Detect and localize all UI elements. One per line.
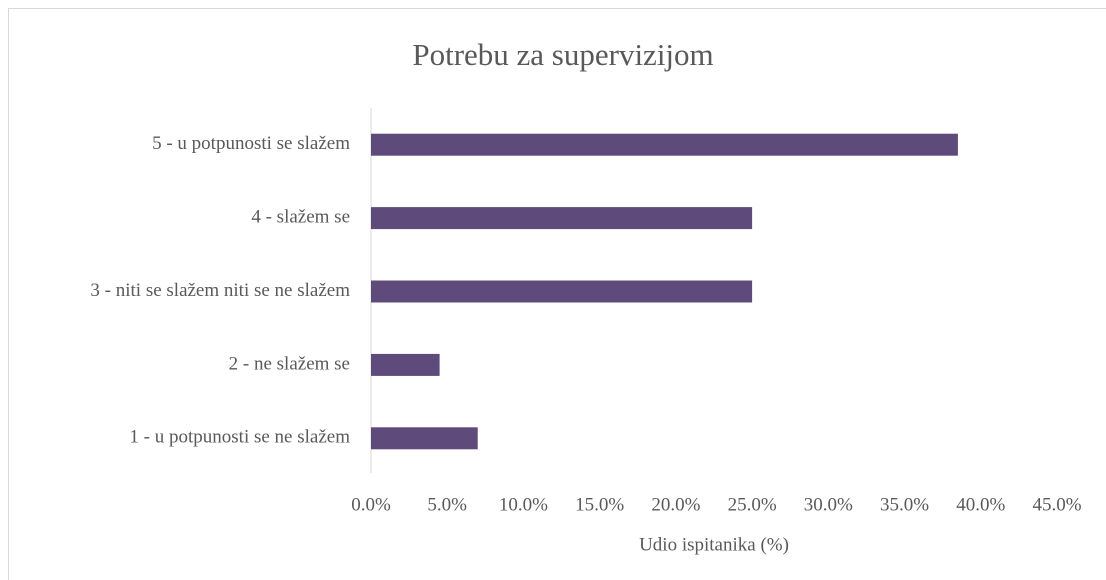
x-tick-label: 10.0% bbox=[499, 494, 548, 515]
x-tick-label: 45.0% bbox=[1032, 494, 1081, 515]
bar bbox=[371, 353, 440, 376]
x-tick-label: 30.0% bbox=[804, 494, 853, 515]
chart-border bbox=[8, 8, 1106, 580]
chart-title: Potrebu za supervizijom bbox=[412, 37, 713, 72]
bar bbox=[371, 427, 478, 450]
x-tick-label: 0.0% bbox=[351, 494, 391, 515]
x-tick-label: 20.0% bbox=[651, 494, 700, 515]
y-tick-label: 4 - slažem se bbox=[251, 206, 350, 227]
x-tick-label: 35.0% bbox=[880, 494, 929, 515]
y-tick-label: 2 - ne slažem se bbox=[229, 353, 350, 374]
y-tick-label: 1 - u potpunosti se ne slažem bbox=[129, 427, 350, 448]
y-tick-label: 5 - u potpunosti se slažem bbox=[152, 133, 350, 154]
x-tick-label: 15.0% bbox=[575, 494, 624, 515]
bar bbox=[371, 207, 753, 230]
bar bbox=[371, 133, 958, 156]
x-tick-label: 40.0% bbox=[956, 494, 1005, 515]
bar bbox=[371, 280, 753, 303]
x-tick-label: 25.0% bbox=[728, 494, 777, 515]
x-tick-label: 5.0% bbox=[427, 494, 467, 515]
x-axis-title: Udio ispitanika (%) bbox=[639, 534, 789, 555]
y-tick-label: 3 - niti se slažem niti se ne slažem bbox=[90, 280, 350, 301]
